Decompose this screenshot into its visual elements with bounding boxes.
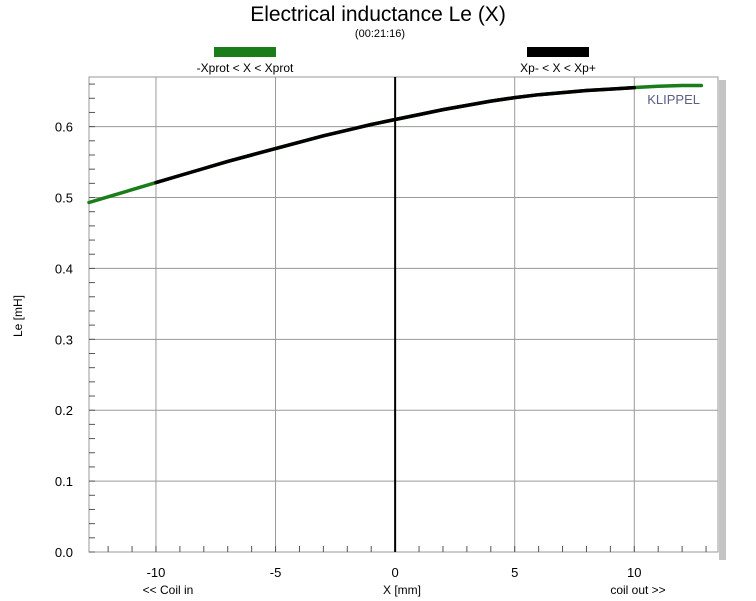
- x-axis-label: X [mm]: [383, 583, 421, 597]
- legend-swatch-working-range: [527, 47, 589, 57]
- legend-label-working-range: Xp- < X < Xp+: [520, 61, 596, 75]
- y-tick-label: 0.0: [55, 545, 73, 560]
- brand-label: KLIPPEL: [647, 92, 700, 107]
- series-line-1: [154, 85, 637, 185]
- legend-swatch-protected-range: [214, 47, 276, 57]
- y-tick-label: 0.2: [55, 403, 73, 418]
- y-tick-label: 0.3: [55, 332, 73, 347]
- plot-area: [88, 76, 719, 553]
- legend-label-protected-range: -Xprot < X < Xprot: [197, 61, 294, 75]
- y-tick-label: 0.5: [55, 191, 73, 206]
- chart-subtitle: (00:21:16): [355, 28, 405, 40]
- y-axis-label: Le [mH]: [11, 295, 25, 337]
- x-tick-label: 0: [392, 565, 399, 580]
- chart-title: Electrical inductance Le (X): [250, 3, 506, 26]
- y-tick-label: 0.4: [55, 261, 73, 276]
- grid-lines: [89, 77, 718, 552]
- tick-labels: 0.0 0.1 0.2 0.3 0.4 0.5 0.6 -10 -5 0 5 10: [55, 120, 642, 580]
- legend: -Xprot < X < Xprot Xp- < X < Xp+: [197, 47, 596, 75]
- x-note-coil-out: coil out >>: [610, 583, 665, 597]
- series-layer: [87, 83, 704, 205]
- x-tick-label: 5: [511, 565, 518, 580]
- y-tick-label: 0.1: [55, 474, 73, 489]
- x-note-coil-in: << Coil in: [143, 583, 194, 597]
- minor-ticks: [89, 83, 707, 553]
- plot-shadow: [719, 80, 726, 560]
- x-tick-label: -10: [147, 565, 166, 580]
- x-tick-label: -5: [270, 565, 282, 580]
- x-tick-label: 10: [627, 565, 641, 580]
- y-tick-label: 0.6: [55, 120, 73, 135]
